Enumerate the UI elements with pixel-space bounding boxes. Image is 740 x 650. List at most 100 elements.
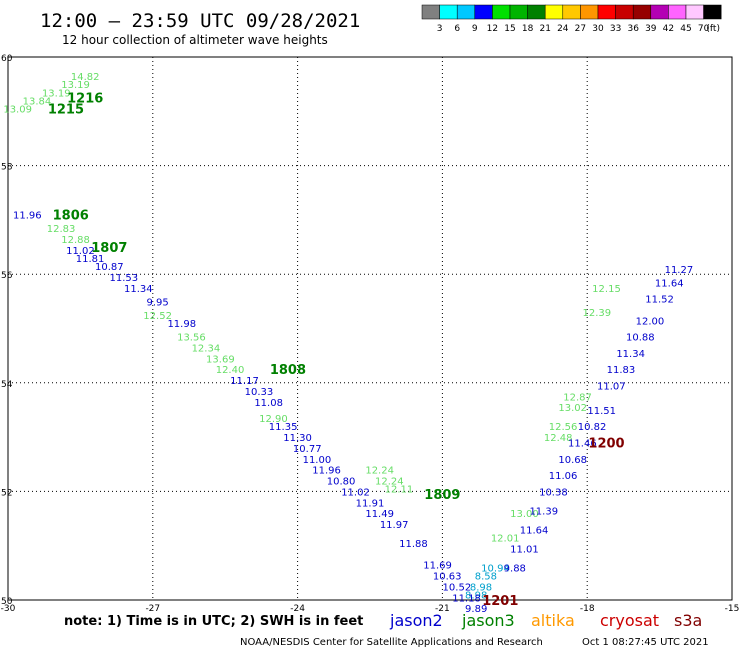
x-tick-label: -15 bbox=[725, 604, 740, 614]
wave-height-label: 12.15 bbox=[592, 284, 621, 295]
legend-entry: jason2 bbox=[389, 611, 443, 630]
color-swatch bbox=[492, 4, 511, 20]
x-tick-label: -24 bbox=[290, 604, 305, 614]
color-scale-label: 30 bbox=[592, 24, 604, 34]
wave-height-label: 9.95 bbox=[146, 297, 168, 308]
wave-height-label: 12.39 bbox=[583, 308, 612, 319]
color-scale-unit: (ft) bbox=[706, 24, 720, 34]
wave-height-label: 13.00 bbox=[510, 509, 539, 520]
legend-entry: s3a bbox=[674, 611, 702, 630]
wave-height-label: 12.88 bbox=[61, 235, 90, 246]
wave-height-label: 12.56 bbox=[549, 422, 578, 433]
color-scale-label: 3 bbox=[437, 24, 443, 34]
x-tick-labels: -30 -27 -24 -21 -18 -15 bbox=[1, 604, 740, 614]
wave-height-label: 11.18 bbox=[452, 593, 481, 604]
wave-height-label: 12.87 bbox=[563, 392, 592, 403]
wave-height-label: 9.89 bbox=[465, 604, 487, 615]
wave-height-label: 10.38 bbox=[539, 487, 568, 498]
y-tick-label: 50 bbox=[1, 597, 13, 607]
wave-height-label: 13.19 bbox=[61, 80, 90, 91]
color-scale-label: 15 bbox=[504, 24, 515, 34]
color-scale-label: 36 bbox=[627, 24, 639, 34]
wave-height-label: 10.94 bbox=[481, 563, 510, 574]
wave-height-label: 12.90 bbox=[259, 414, 288, 425]
wave-height-label: 12.24 bbox=[375, 477, 404, 488]
color-scale-label: 12 bbox=[487, 24, 498, 34]
wave-height-label: 11.02 bbox=[341, 487, 370, 498]
color-scale-label: 45 bbox=[680, 24, 691, 34]
y-tick-label: 52 bbox=[1, 488, 12, 498]
color-swatch bbox=[597, 4, 616, 20]
wave-height-label: 11.96 bbox=[312, 466, 341, 477]
color-scale-label: 39 bbox=[645, 24, 657, 34]
wave-height-label: 11.69 bbox=[423, 561, 452, 572]
color-swatch bbox=[439, 4, 458, 20]
wave-height-label: 10.87 bbox=[95, 262, 124, 273]
wave-height-label: 13.69 bbox=[206, 354, 235, 365]
color-scale-label: 9 bbox=[472, 24, 478, 34]
color-scale-label: 6 bbox=[454, 24, 460, 34]
wave-height-label: 11.88 bbox=[399, 539, 428, 550]
wave-height-label: 10.63 bbox=[433, 572, 462, 583]
wave-height-label: 11.17 bbox=[230, 376, 259, 387]
chart-subtitle: 12 hour collection of altimeter wave hei… bbox=[62, 33, 328, 47]
wave-height-label: 11.01 bbox=[510, 544, 539, 555]
legend-entry: cryosat bbox=[600, 611, 659, 630]
wave-height-label: 10.68 bbox=[558, 455, 587, 466]
wave-height-label: 8.98 bbox=[465, 591, 487, 602]
wave-height-label: 10.77 bbox=[293, 444, 322, 455]
wave-height-label: 11.00 bbox=[303, 455, 332, 466]
wave-height-label: 11.46 bbox=[568, 439, 597, 450]
satellite-legend: jason2 jason3 altika cryosat s3a bbox=[389, 611, 702, 630]
wave-height-label: 12.01 bbox=[491, 534, 520, 545]
wave-height-label: 11.02 bbox=[66, 246, 95, 257]
color-scale-label: 27 bbox=[575, 24, 586, 34]
color-swatch bbox=[421, 4, 440, 20]
color-swatch bbox=[615, 4, 634, 20]
legend-entry: jason3 bbox=[461, 611, 515, 630]
color-scale-bar: 3 6 9 12 15 18 21 24 27 30 33 36 39 42 45 70(ft) bbox=[421, 4, 722, 34]
color-swatch bbox=[509, 4, 528, 20]
wave-height-label: 11.64 bbox=[655, 278, 684, 289]
pass-number-label: 1215 bbox=[48, 103, 84, 118]
wave-height-label: 11.81 bbox=[76, 254, 105, 265]
pass-number-label: 1806 bbox=[53, 208, 89, 223]
color-scale-label: 18 bbox=[522, 24, 534, 34]
wave-height-label: 12.34 bbox=[192, 344, 221, 355]
pass-number-label: 1216 bbox=[67, 92, 103, 107]
legend-entry: altika bbox=[531, 611, 575, 630]
footer-note: note: 1) Time is in UTC; 2) SWH is in fe… bbox=[64, 614, 363, 629]
wave-height-label: 12.11 bbox=[385, 485, 414, 496]
wave-height-label: 13.84 bbox=[23, 96, 52, 107]
y-tick-labels: 50 52 54 56 58 60 bbox=[1, 54, 13, 607]
wave-height-label: 11.34 bbox=[616, 349, 645, 360]
grid-lines bbox=[8, 57, 732, 600]
wave-height-label: 14.82 bbox=[71, 72, 100, 83]
color-scale-label: 33 bbox=[610, 24, 621, 34]
wave-height-label: 11.08 bbox=[254, 398, 283, 409]
wave-height-label: 13.09 bbox=[3, 105, 32, 116]
pass-number-label: 1809 bbox=[424, 488, 460, 503]
wave-height-label: 13.56 bbox=[177, 333, 206, 344]
wave-height-label: 11.07 bbox=[597, 382, 626, 393]
y-tick-label: 56 bbox=[1, 271, 13, 281]
color-swatch bbox=[703, 4, 722, 20]
y-tick-label: 54 bbox=[1, 380, 13, 390]
wave-height-label: 10.80 bbox=[327, 477, 356, 488]
wave-height-label: 11.52 bbox=[645, 295, 674, 306]
wave-height-label: 11.51 bbox=[587, 406, 616, 417]
color-swatch bbox=[632, 4, 652, 20]
wave-height-label: 11.53 bbox=[110, 273, 139, 284]
wave-height-label: 10.82 bbox=[578, 422, 607, 433]
color-swatch bbox=[474, 4, 493, 20]
x-tick-label: -30 bbox=[1, 604, 16, 614]
y-tick-label: 58 bbox=[1, 163, 13, 173]
color-swatch bbox=[544, 4, 564, 20]
wave-height-label: 13.02 bbox=[558, 403, 587, 414]
wave-height-label: 11.06 bbox=[549, 471, 578, 482]
pass-number-label: 1807 bbox=[91, 241, 127, 256]
pass-number-label: 1200 bbox=[588, 437, 624, 452]
wave-height-label: 9.88 bbox=[504, 563, 526, 574]
